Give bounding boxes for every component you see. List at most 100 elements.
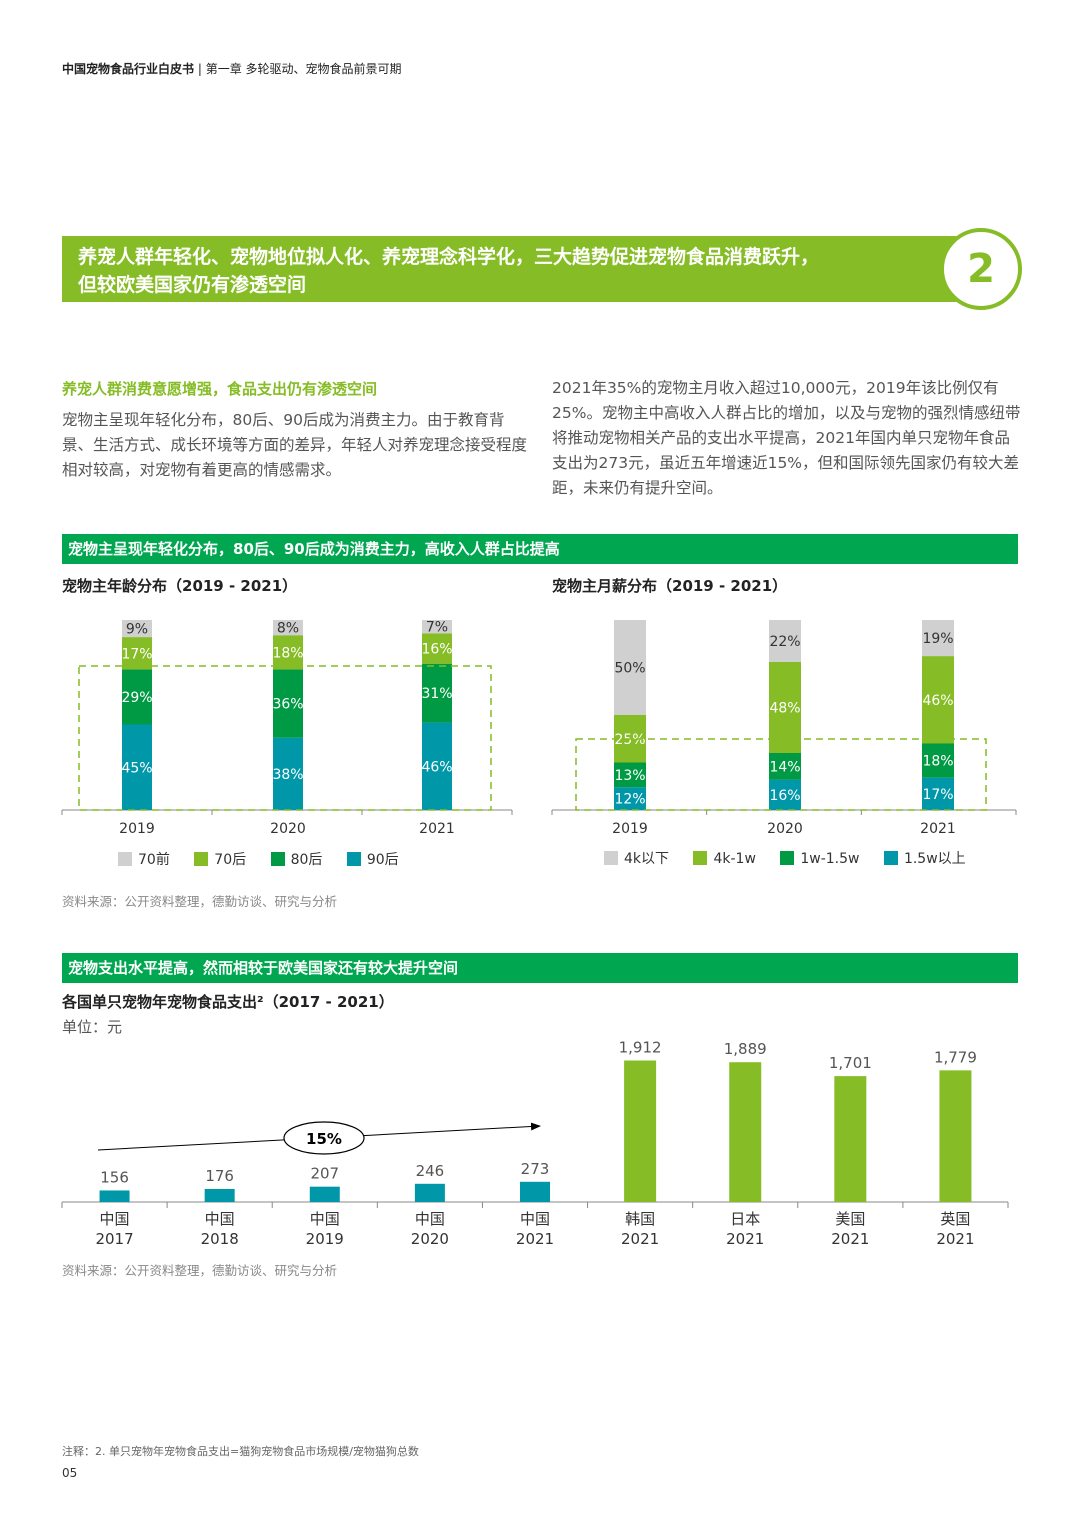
legend-item-70before: 70前 [118,852,170,868]
header-separator: | [197,62,202,76]
spend-value-2: 207 [310,1165,339,1183]
age-label-2021-70后: 16% [421,642,452,658]
spend-country-7: 美国 [835,1210,865,1228]
legend-item-90s: 90后 [346,852,399,868]
legend-swatch-lightgreen [693,851,708,865]
legend-swatch-teal [346,852,361,866]
income-highlight-box [575,738,987,811]
banner-line-1: 养宠人群年轻化、宠物地位拟人化、养宠理念科学化，三大趋势促进宠物食品消费跃升， [78,246,820,268]
spend-year-4: 2021 [516,1230,554,1248]
spend-year-3: 2020 [411,1230,449,1248]
section1-title-bar: 宠物主呈现年轻化分布，80后、90后成为消费主力，高收入人群占比提高 [62,534,1018,564]
section2-source: 资料来源：公开资料整理，德勤访谈、研究与分析 [62,1263,338,1278]
legend-swatch-gray [604,851,618,865]
age-bar-2021-80后 [422,663,452,723]
report-title: 中国宠物食品行业白皮书 [62,62,195,76]
income-chart: 12%13%25%50%201916%14%48%22%202017%18%46… [551,620,1017,837]
spend-country-2: 中国 [310,1210,340,1228]
age-label-2019-80后: 29% [121,690,152,706]
spend-bar-3 [414,1183,445,1202]
age-bar-2021-70后 [422,633,452,664]
footnote: 注释：2. 单只宠物年宠物食品支出=猫狗宠物食品市场规模/宠物猫狗总数 [62,1445,419,1458]
legend-item-70s: 70后 [194,852,246,868]
spend-country-6: 日本 [730,1210,760,1228]
income-label-2019-1.5w以上: 12% [614,792,645,808]
intro-right-paragraph: 2021年35%的宠物主月收入超过10,000元，2019年该比例仅有25%。宠… [552,379,1021,497]
age-bar-2019-70前 [122,620,152,638]
spend-bar-0 [99,1190,130,1202]
income-bar-2019-1.5w以上 [614,787,646,810]
legend-swatch-teal [883,851,898,865]
income-bar-2021-4k以下 [922,620,954,657]
income-bar-2021-4k-1w [922,656,954,744]
income-label-2020-1.5w以上: 16% [769,788,800,804]
page-header: 中国宠物食品行业白皮书 | 第一章 多轮驱动、宠物食品前景可期 [62,60,402,77]
growth-label: 15% [306,1130,342,1148]
intro-left-paragraph: 宠物主呈现年轻化分布，80后、90后成为消费主力。由于教育背景、生活方式、成长环… [62,411,528,479]
spend-value-1: 176 [205,1167,234,1185]
age-label-2021-80后: 31% [421,686,452,702]
income-category-2021: 2021 [920,821,956,837]
section1-source: 资料来源：公开资料整理，德勤访谈、研究与分析 [62,894,338,909]
spend-chart: 156 中国 2017 176 中国 2018 207 中国 2019 246 中国 2020 273 中… [61,1039,1009,1248]
age-label-2019-70后: 17% [121,646,152,662]
legend-item-80s: 80后 [270,852,322,868]
banner-background [62,236,962,302]
chapter-title: 第一章 多轮驱动、宠物食品前景可期 [205,62,402,76]
section-number-badge: 2 [940,228,1022,310]
legend-item-1w-1.5w: 1w-1.5w [780,851,859,867]
spend-bars: 156 中国 2017 176 中国 2018 207 中国 2019 246 中国 2020 273 中… [61,1039,1009,1248]
banner-headline: 养宠人群年轻化、宠物地位拟人化、养宠理念科学化，三大趋势促进宠物食品消费跃升， … [78,243,928,299]
income-label-2019-4k以下: 50% [614,661,645,677]
age-bar-2021-90后 [422,722,452,810]
income-label-2020-4k以下: 22% [769,634,800,650]
age-bar-2020-70前 [273,620,303,636]
spend-country-4: 中国 [520,1210,550,1228]
spend-value-6: 1,889 [724,1040,767,1058]
age-category-2020: 2020 [270,821,306,837]
legend-swatch-gray [118,852,132,866]
page-number: 05 [62,1466,78,1480]
spend-year-8: 2021 [936,1230,974,1248]
spend-year-1: 2018 [201,1230,239,1248]
spend-unit-label: 单位：元 [62,1018,123,1036]
income-label-2021-1w-1.5w: 18% [922,754,953,770]
spend-value-7: 1,701 [829,1054,872,1072]
income-label-2021-4k以下: 19% [922,631,953,647]
age-chart: 45% 29% 17% 9% 2019 38% 36% 18% 8% 2020 46% 31% 16% 7… [61,620,513,837]
spend-bar-2 [309,1186,340,1202]
spend-year-5: 2021 [621,1230,659,1248]
age-bar-2020-90后 [273,737,303,810]
spend-country-5: 韩国 [625,1210,655,1228]
age-bar-2019-90后 [122,724,152,810]
legend-item-4k-1w: 4k-1w [693,851,756,867]
income-bar-2019-4k以下 [614,620,646,715]
income-category-2020: 2020 [767,821,803,837]
age-label-2020-80后: 36% [272,697,303,713]
spend-value-3: 246 [416,1162,445,1180]
spend-bar-4 [520,1181,550,1202]
income-bar-2021-1.5w以上 [922,777,954,810]
spend-bar-5 [624,1060,657,1202]
income-label-2019-1w-1.5w: 13% [614,768,645,784]
age-legend: 70前 70后 80后 90后 [118,849,419,869]
legend-item-below4k: 4k以下 [604,851,669,867]
spend-bar-7 [834,1076,867,1202]
spend-year-0: 2017 [95,1230,133,1248]
age-bar-2019-80后 [122,669,152,725]
spend-country-0: 中国 [100,1210,130,1228]
income-bar-2020-1.5w以上 [769,779,801,810]
income-chart-title: 宠物主月薪分布（2019 - 2021） [552,577,788,595]
age-label-2019-70前: 9% [126,622,148,638]
growth-oval [283,1121,365,1155]
age-label-2021-90后: 46% [421,759,452,775]
age-bar-2020-70后 [273,635,303,670]
age-category-2021: 2021 [419,821,455,837]
spend-country-3: 中国 [415,1210,445,1228]
age-category-2019: 2019 [119,821,155,837]
income-bar-2020-1w-1.5w [769,753,801,780]
income-bar-2020-4k-1w [769,661,801,753]
age-label-2020-70前: 8% [277,621,299,637]
legend-swatch-green [780,851,795,865]
spend-value-0: 156 [100,1168,129,1186]
